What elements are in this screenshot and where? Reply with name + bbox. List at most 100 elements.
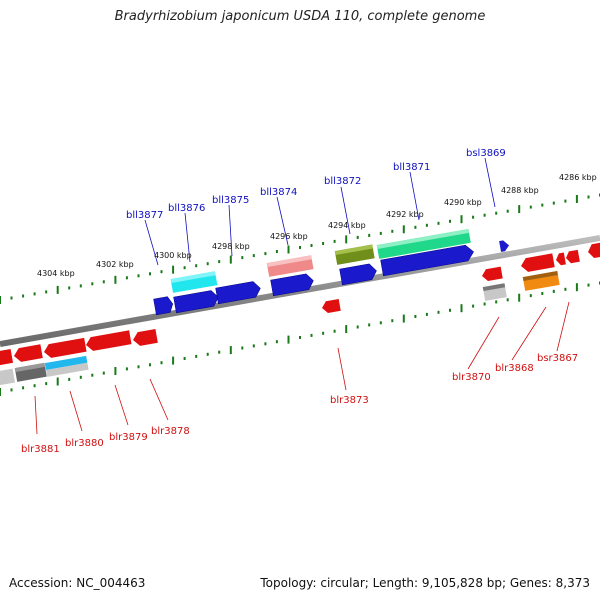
gene-arrow[interactable]: [565, 249, 580, 264]
gene-label[interactable]: blr3868: [495, 363, 534, 374]
minor-tick: [275, 250, 278, 253]
gene-label[interactable]: bll3871: [393, 162, 430, 173]
major-tick: [56, 377, 59, 386]
gene-arrow[interactable]: [85, 330, 132, 352]
leader-line: [184, 212, 191, 263]
major-tick: [287, 245, 290, 254]
gene-arrow[interactable]: [215, 280, 262, 305]
gene-box-highlight: [266, 255, 312, 268]
gene-arrow[interactable]: [321, 298, 341, 314]
gene-label[interactable]: bll3876: [168, 203, 205, 214]
gene-box[interactable]: [44, 355, 88, 370]
gene-label[interactable]: blr3878: [151, 426, 190, 437]
minor-tick: [183, 357, 186, 360]
gene-label[interactable]: blr3879: [109, 432, 148, 443]
leader-line: [337, 347, 347, 391]
gene-arrow[interactable]: [132, 328, 158, 347]
gene-arrow[interactable]: [173, 289, 220, 314]
gene-arrow[interactable]: [520, 253, 555, 273]
gene-arrow[interactable]: [555, 252, 566, 266]
major-tick: [460, 215, 463, 224]
gene-label[interactable]: bll3875: [212, 195, 249, 206]
gene-arrow[interactable]: [153, 296, 175, 316]
gene-box-highlight: [334, 244, 373, 256]
minor-tick: [437, 221, 440, 225]
major-tick: [460, 304, 463, 313]
minor-tick: [137, 365, 140, 369]
gene-arrow[interactable]: [13, 344, 43, 363]
ruler-label: 4286 kbp: [559, 173, 597, 182]
minor-tick: [68, 286, 71, 290]
minor-tick: [195, 264, 198, 268]
leader-line: [556, 301, 570, 352]
minor-tick: [483, 213, 486, 217]
gene-label[interactable]: blr3870: [452, 372, 491, 383]
minor-tick: [160, 270, 163, 274]
minor-tick: [449, 219, 451, 223]
ruler-label: 4296 kbp: [270, 232, 308, 241]
minor-tick: [79, 375, 82, 379]
gene-arrow[interactable]: [43, 337, 87, 359]
ruler-label: 4292 kbp: [386, 210, 424, 219]
minor-tick: [125, 367, 128, 371]
major-tick: [114, 367, 117, 375]
minor-tick: [564, 199, 567, 203]
gene-arrow[interactable]: [339, 263, 378, 286]
minor-tick: [241, 256, 244, 260]
minor-tick: [437, 310, 440, 314]
minor-tick: [495, 300, 498, 304]
leader-line: [409, 171, 420, 221]
gene-arrow[interactable]: [587, 242, 600, 259]
minor-tick: [45, 290, 48, 294]
major-tick: [518, 205, 521, 214]
gene-label[interactable]: bll3877: [126, 210, 163, 221]
gene-label[interactable]: bll3874: [260, 187, 297, 198]
leader-line: [484, 157, 496, 208]
minor-tick: [252, 344, 255, 348]
leader-lines: [34, 157, 570, 435]
major-tick: [172, 265, 175, 274]
minor-tick: [241, 346, 244, 350]
gene-arrow[interactable]: [380, 244, 475, 277]
minor-tick: [333, 239, 336, 243]
minor-tick: [541, 203, 544, 207]
major-tick: [402, 314, 405, 323]
minor-tick: [356, 325, 359, 329]
leader-line: [114, 384, 129, 426]
gene-label[interactable]: blr3880: [65, 438, 104, 449]
gene-arrow[interactable]: [499, 240, 510, 252]
gene-label[interactable]: bsr3867: [537, 353, 578, 364]
gene-arrow[interactable]: [270, 273, 315, 297]
minor-tick: [160, 361, 163, 365]
minor-tick: [529, 205, 532, 209]
gene-label[interactable]: blr3873: [330, 395, 369, 406]
minor-tick: [368, 323, 371, 327]
minor-tick: [310, 333, 313, 337]
gene-label[interactable]: bsl3869: [466, 148, 506, 159]
minor-tick: [79, 284, 82, 288]
gene-label[interactable]: bll3872: [324, 176, 361, 187]
minor-tick: [45, 382, 48, 386]
gene-label[interactable]: blr3881: [21, 444, 60, 455]
major-tick: [345, 325, 348, 334]
gene-box-highlight: [522, 271, 558, 282]
gene-box[interactable]: [0, 368, 16, 386]
minor-tick: [218, 350, 221, 354]
minor-tick: [183, 266, 186, 270]
minor-tick: [91, 282, 94, 286]
leader-line: [276, 196, 289, 246]
leader-line: [69, 390, 83, 432]
gene-arrow[interactable]: [0, 349, 14, 366]
ruler-label: 4302 kbp: [96, 260, 134, 269]
minor-tick: [125, 276, 128, 280]
minor-tick: [449, 308, 451, 312]
minor-tick: [195, 354, 198, 358]
minor-tick: [275, 340, 278, 344]
minor-tick: [33, 292, 36, 296]
gene-arrow[interactable]: [481, 266, 503, 282]
minor-tick: [564, 287, 567, 291]
minor-tick: [425, 223, 428, 227]
minor-tick: [206, 352, 209, 356]
gene-box[interactable]: [46, 362, 89, 377]
minor-tick: [541, 292, 544, 295]
